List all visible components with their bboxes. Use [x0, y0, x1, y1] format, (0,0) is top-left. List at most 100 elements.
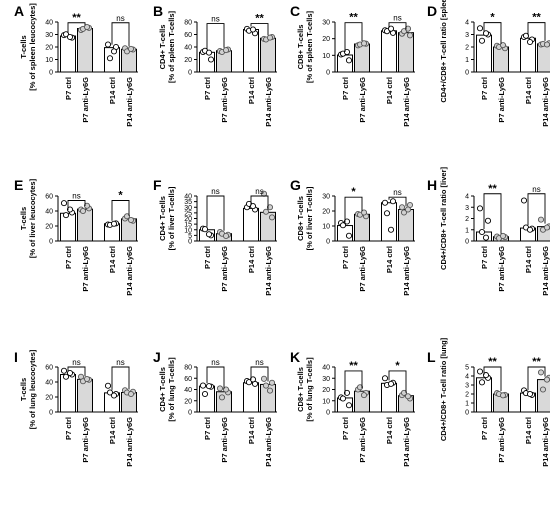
- data-point: [476, 368, 484, 375]
- panel-letter: F: [153, 177, 162, 193]
- significance-bracket: [483, 193, 502, 234]
- bar: [537, 379, 550, 413]
- bar: [381, 30, 397, 73]
- data-point: [216, 385, 224, 392]
- significance-bracket: [67, 22, 86, 33]
- data-point: [343, 389, 351, 396]
- data-point: [345, 57, 353, 64]
- y-axis-label: CD4+/CD8+ T-cell ratio [liver]: [439, 167, 448, 270]
- y-tick-label: 2: [465, 216, 469, 223]
- bar: [199, 385, 215, 413]
- y-axis-label-unit: [% of liver leucocytes]: [28, 178, 37, 258]
- y-axis-label: CD4+/CD8+ T-cell ratio [lung]: [439, 337, 448, 441]
- x-tick-label: P14 ctrl: [108, 417, 117, 444]
- significance-bracket: [250, 23, 269, 36]
- data-point: [345, 402, 353, 409]
- significance-label: **: [255, 13, 264, 25]
- significance-bracket: [344, 370, 363, 395]
- y-axis-label: T-cells: [19, 378, 28, 401]
- data-point: [66, 33, 74, 41]
- x-tick-label: P14 ctrl: [385, 417, 394, 444]
- data-point: [218, 394, 226, 401]
- significance-bracket: [206, 366, 225, 389]
- panel-letter: B: [153, 3, 163, 19]
- x-tick-label: P14 ctrl: [524, 77, 533, 104]
- y-axis-label: T-cells: [19, 35, 28, 58]
- x-tick-label: P7 ctrl: [203, 246, 212, 269]
- data-point: [478, 228, 486, 236]
- panel-B: B 0 20 40 60 80 CD4+ T-cells [% of spleen T-cel…: [153, 3, 277, 127]
- data-point: [484, 217, 492, 224]
- y-tick-label: 0: [188, 410, 192, 417]
- y-axis-label-unit: [% of lung T-cells]: [167, 357, 176, 422]
- significance-bracket: [206, 23, 225, 50]
- data-point: [520, 197, 528, 204]
- data-point: [499, 42, 507, 49]
- data-point: [249, 203, 257, 210]
- x-tick-label: P7 ctrl: [480, 77, 489, 100]
- significance-bracket: [67, 366, 86, 377]
- y-tick-label: 30: [322, 376, 330, 383]
- data-point: [398, 204, 406, 211]
- x-tick-label: P14 ctrl: [385, 77, 394, 104]
- y-tick-label: 20: [45, 224, 53, 231]
- significance-label: ns: [211, 15, 219, 24]
- panel-K: K 0 10 20 30 40 CD8+ T-cells [% of lung T-cells…: [290, 349, 415, 467]
- y-tick-label: 0: [326, 70, 330, 77]
- data-point: [66, 369, 74, 377]
- y-tick-label: 60: [45, 365, 53, 372]
- panel-letter: C: [290, 3, 300, 19]
- y-axis-label-unit: [% of lung leucocytes]: [28, 349, 37, 429]
- y-tick-label: 20: [322, 387, 330, 394]
- data-point: [262, 382, 270, 389]
- x-tick-label: P7 anti-Ly6G: [220, 246, 229, 292]
- significance-label: **: [72, 12, 81, 24]
- x-tick-label: P14 anti-Ly6G: [125, 417, 134, 467]
- y-tick-label: 40: [322, 365, 330, 372]
- y-axis-label: CD4+ T-cells: [158, 196, 167, 241]
- x-tick-label: P14 ctrl: [108, 246, 117, 273]
- y-axis-label: CD4+/CD8+ T-cell ratio [spleen]: [439, 0, 448, 103]
- y-tick-label: 60: [184, 32, 192, 39]
- significance-label: ns: [72, 192, 80, 201]
- x-tick-label: P7 ctrl: [341, 77, 350, 100]
- y-tick-label: 60: [184, 376, 192, 383]
- significance-label: ns: [393, 14, 401, 23]
- data-point: [249, 376, 257, 383]
- panel-A: A 0 10 20 30 40 T-cells [% of spleen leucocytes…: [14, 3, 138, 127]
- y-tick-label: 0: [465, 410, 469, 417]
- significance-bracket: [67, 200, 86, 211]
- data-point: [476, 205, 484, 212]
- significance-label: ns: [116, 14, 124, 23]
- x-tick-label: P7 ctrl: [64, 417, 73, 440]
- significance-bracket: [344, 22, 363, 52]
- data-point: [60, 200, 68, 207]
- data-point: [478, 37, 486, 44]
- x-tick-label: P14 anti-Ly6G: [402, 417, 411, 467]
- data-point: [205, 49, 213, 56]
- data-point: [205, 383, 213, 390]
- x-tick-label: P14 anti-Ly6G: [541, 417, 550, 467]
- x-tick-label: P14 anti-Ly6G: [125, 246, 134, 296]
- x-tick-label: P7 anti-Ly6G: [358, 77, 367, 123]
- x-tick-label: P14 ctrl: [108, 77, 117, 104]
- y-tick-label: 0: [326, 239, 330, 246]
- y-tick-label: 20: [184, 57, 192, 64]
- y-tick-label: 40: [184, 45, 192, 52]
- significance-bracket: [527, 193, 546, 226]
- significance-bracket: [388, 196, 407, 207]
- data-point: [266, 387, 274, 394]
- data-point: [537, 216, 545, 223]
- data-point: [404, 25, 412, 32]
- data-point: [499, 392, 507, 399]
- y-axis-label: CD4+ T-cells: [158, 25, 167, 70]
- significance-label: ns: [211, 358, 219, 367]
- y-tick-label: 20: [45, 395, 53, 402]
- bar: [77, 28, 93, 73]
- data-point: [123, 213, 131, 220]
- significance-label: ns: [255, 358, 263, 367]
- y-axis-label: CD8+ T-cells: [296, 25, 305, 70]
- data-point: [249, 26, 257, 33]
- significance-label: ns: [72, 358, 80, 367]
